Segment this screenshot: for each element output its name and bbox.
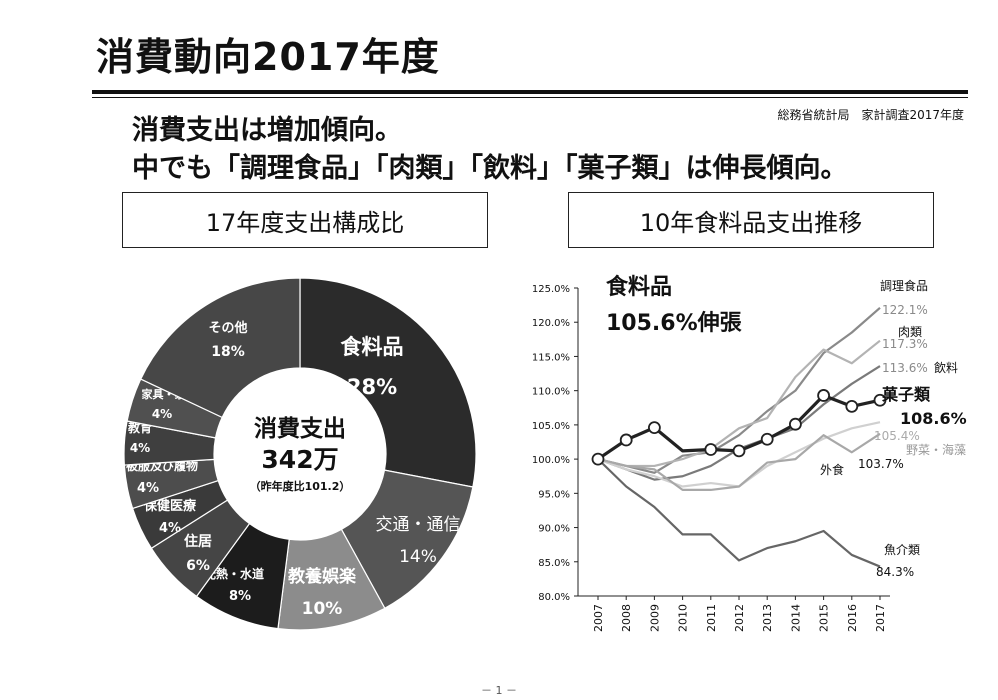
series-marker — [873, 393, 887, 407]
slice-value-label: 14% — [399, 547, 437, 567]
page-number: － 1 － — [481, 684, 517, 697]
y-tick-label: 110.0% — [532, 387, 570, 398]
y-tick-label: 120.0% — [532, 318, 570, 329]
center-label: 消費支出 — [254, 416, 346, 442]
slice-value-label: 18% — [211, 344, 245, 360]
x-tick-label: 2015 — [818, 604, 831, 632]
series-name-label: 野菜・海藻 — [906, 442, 966, 457]
slice-label: 保健医療 — [143, 498, 197, 514]
y-tick-label: 95.0% — [538, 489, 570, 500]
series-marker — [619, 433, 633, 447]
headline-2: 中でも「調理食品」「肉類」「飲料」「菓子類」は伸長傾向。 — [132, 153, 848, 184]
slice-label: 食料品 — [341, 335, 404, 359]
x-tick-label: 2008 — [620, 604, 633, 632]
series-marker — [732, 444, 746, 458]
series-name-label: 外食 — [820, 462, 844, 477]
series-end-value-label: 84.3% — [876, 565, 914, 579]
series-name-label: 菓子類 — [881, 385, 931, 404]
donut-chart: 食料品28%交通・通信14%教養娯楽10%光熱・水道8%住居6%保健医療4%被服… — [123, 277, 477, 631]
series-marker — [647, 421, 661, 435]
title-rule — [92, 90, 968, 94]
slice-label: 住居 — [184, 533, 212, 550]
center-note: （昨年度比101.2） — [250, 479, 351, 493]
slice-value-label: 10% — [302, 599, 343, 619]
donut-slice — [139, 277, 301, 419]
slice-value-label: 4% — [152, 407, 172, 421]
series-name-label: 肉類 — [898, 325, 922, 339]
donut-hole — [214, 368, 386, 540]
line-chart: 80.0% 85.0% 90.0% 95.0% 100.0% 105.0% 110.0% 11… — [532, 274, 967, 632]
series-marker — [817, 389, 831, 402]
series-line — [597, 458, 881, 568]
chart-annotation-title: 食料品 — [606, 274, 672, 300]
slice-value-label: 4% — [159, 521, 181, 536]
donut-slice — [299, 277, 477, 488]
y-tick-label: 105.0% — [532, 421, 570, 432]
x-tick-label: 2009 — [648, 604, 661, 632]
slice-value-label: 6% — [186, 558, 210, 574]
series-end-value-label: 117.3% — [882, 337, 928, 351]
donut-slice — [340, 469, 474, 610]
series-marker — [788, 417, 802, 431]
series-line — [597, 432, 881, 492]
slice-label: その他 — [208, 320, 247, 336]
x-tick-label: 2007 — [592, 604, 605, 632]
series-end-value-label: 113.6% — [882, 361, 928, 375]
x-tick-label: 2012 — [733, 604, 746, 632]
pie-chart-title: 17年度支出構成比 — [122, 192, 488, 248]
center-value: 342万 — [261, 445, 338, 474]
series-end-value-label: 105.4% — [874, 429, 920, 443]
slice-value-label: 4% — [130, 441, 150, 455]
y-tick-label: 90.0% — [538, 524, 570, 535]
x-tick-label: 2016 — [846, 604, 859, 632]
chart-annotation-value: 105.6%伸張 — [606, 311, 743, 336]
x-tick-label: 2011 — [705, 604, 718, 632]
series-marker — [760, 432, 774, 446]
y-tick-label: 80.0% — [538, 592, 570, 603]
slice-label: 交通・通信 — [376, 515, 461, 535]
title-rule-thin — [92, 97, 968, 98]
x-tick-label: 2017 — [874, 604, 887, 632]
y-tick-label: 85.0% — [538, 558, 570, 569]
y-tick-label: 115.0% — [532, 352, 570, 363]
series-end-value-label: 103.7% — [858, 457, 904, 471]
series-end-value-label: 108.6% — [900, 409, 967, 428]
series-marker — [845, 400, 859, 413]
slice-value-label: 8% — [229, 589, 251, 604]
series-line — [597, 339, 881, 468]
y-tick-label: 100.0% — [532, 455, 570, 466]
series-name-label: 魚介類 — [884, 543, 920, 557]
series-end-value-label: 122.1% — [882, 303, 928, 317]
x-tick-label: 2013 — [761, 604, 774, 632]
headline-1: 消費支出は増加傾向。 — [132, 115, 402, 146]
slice-value-label: 4% — [137, 481, 159, 496]
series-name-label: 飲料 — [934, 360, 958, 375]
series-marker — [591, 452, 605, 466]
series-name-label: 調理食品 — [880, 278, 928, 293]
source-note: 総務省統計局 家計調査2017年度 — [777, 108, 964, 122]
series-marker — [704, 443, 718, 456]
line-chart-title: 10年食料品支出推移 — [568, 192, 934, 248]
x-tick-label: 2014 — [789, 604, 802, 632]
x-tick-label: 2010 — [677, 604, 690, 632]
slice-label: 光熱・水道 — [203, 566, 264, 581]
slice-label: 教養娯楽 — [287, 566, 357, 587]
page-title: 消費動向2017年度 — [96, 35, 440, 79]
y-tick-label: 125.0% — [532, 284, 570, 295]
series-line — [597, 307, 881, 474]
